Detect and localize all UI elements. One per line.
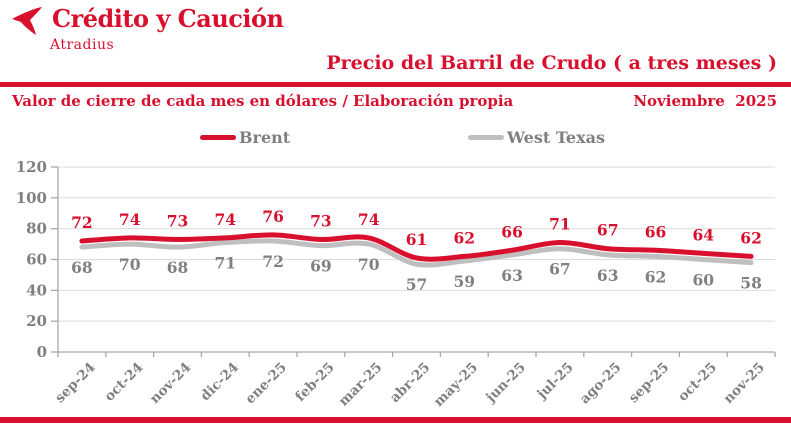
west-texas-line-swatch-icon (468, 135, 504, 140)
x-axis-tick-label: may-25 (431, 360, 481, 410)
x-axis-tick-label: ene-25 (242, 360, 290, 408)
data-label-west-texas: 57 (406, 275, 428, 294)
data-label-brent: 73 (167, 211, 189, 230)
data-label-brent: 64 (693, 225, 715, 244)
x-axis-tick-label: oct-24 (101, 360, 146, 405)
legend-item-brent: Brent (200, 128, 290, 147)
brand-logo: Crédito y Caución Atradius (8, 4, 284, 53)
data-label-brent: 61 (406, 230, 428, 249)
x-axis-tick-label: dic-24 (197, 360, 242, 405)
data-label-west-texas: 70 (119, 255, 141, 274)
brand-subname: Atradius (50, 37, 115, 53)
series-line-west-texas (79, 238, 754, 268)
data-label-brent: 74 (119, 210, 141, 229)
data-label-west-texas: 63 (597, 266, 619, 285)
data-label-brent: 62 (740, 228, 762, 247)
legend-label-west-texas: West Texas (507, 128, 605, 147)
data-label-brent: 66 (501, 222, 523, 241)
data-label-west-texas: 62 (645, 267, 667, 286)
price-line-chart: 0 20 40 60 80 100 120 sep-24 oct-24 nov-24 dic-24 e… (16, 160, 776, 410)
x-axis-tick-label: oct-25 (675, 360, 720, 405)
data-label-brent: 72 (71, 213, 93, 232)
x-axis-tick-label: jun-25 (482, 360, 529, 407)
data-label-brent: 74 (215, 210, 237, 229)
data-label-west-texas: 59 (454, 272, 476, 291)
page-title: Precio del Barril de Crudo ( a tres mese… (326, 52, 777, 74)
report-date: Noviembre 2025 (633, 92, 777, 110)
data-label-brent: 62 (454, 228, 476, 247)
data-label-west-texas: 71 (215, 254, 237, 273)
y-axis-tick-label: 20 (26, 312, 47, 330)
y-axis-tick-label: 80 (26, 220, 47, 238)
series-line-brent (79, 232, 754, 262)
data-label-brent: 67 (597, 221, 619, 240)
footer-red-bar (0, 417, 791, 423)
data-label-brent: 66 (645, 222, 667, 241)
y-axis-tick-label: 40 (26, 281, 47, 299)
data-label-west-texas: 60 (693, 271, 715, 290)
data-label-west-texas: 70 (358, 255, 380, 274)
x-axis-tick-label: jul-25 (533, 360, 576, 403)
y-axis-tick-label: 0 (37, 343, 47, 361)
x-axis-tick-label: mar-25 (336, 360, 386, 410)
data-label-west-texas: 67 (549, 260, 571, 279)
x-axis-tick-label: abr-25 (387, 360, 433, 406)
x-axis-tick-label: ago-25 (577, 360, 625, 408)
brand-bird-icon (12, 7, 42, 35)
x-axis-tick-label: nov-24 (147, 360, 194, 407)
x-axis-tick-label: nov-25 (721, 360, 768, 407)
data-label-west-texas: 68 (71, 258, 93, 277)
data-label-west-texas: 63 (501, 266, 523, 285)
legend-item-west-texas: West Texas (468, 128, 605, 147)
brent-line-swatch-icon (200, 135, 236, 140)
data-label-west-texas: 58 (740, 274, 762, 293)
y-axis-tick-label: 60 (26, 251, 47, 269)
legend-label-brent: Brent (239, 128, 291, 147)
x-axis-tick-label: feb-25 (292, 360, 337, 405)
data-label-west-texas: 72 (262, 252, 284, 271)
x-axis-tick-label: sep-25 (626, 360, 673, 407)
header-divider (0, 82, 791, 87)
data-label-brent: 73 (310, 211, 332, 230)
data-label-west-texas: 68 (167, 258, 189, 277)
data-label-west-texas: 69 (310, 257, 332, 276)
y-axis-tick-label: 100 (16, 189, 47, 207)
y-axis-tick-label: 120 (16, 160, 47, 176)
data-label-brent: 76 (262, 207, 284, 226)
data-label-brent: 74 (358, 210, 380, 229)
chart-subtitle: Valor de cierre de cada mes en dólares /… (12, 92, 514, 110)
x-axis-tick-label: sep-24 (52, 360, 99, 407)
data-label-brent: 71 (549, 215, 571, 234)
brand-name: Crédito y Caución (52, 4, 284, 33)
